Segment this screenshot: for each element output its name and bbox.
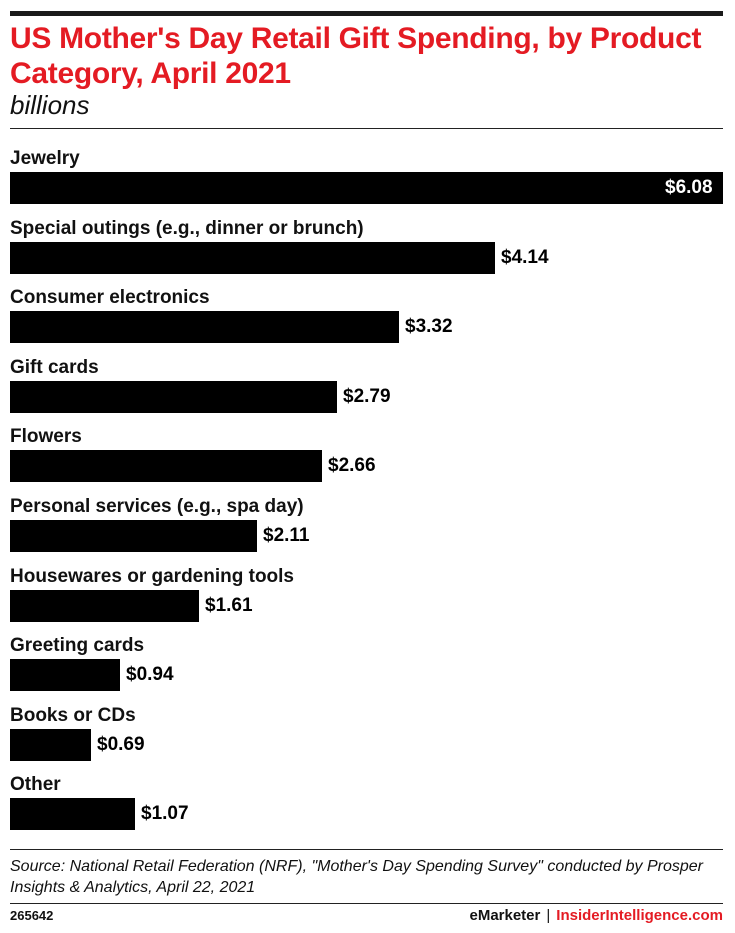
chart-title: US Mother's Day Retail Gift Spending, by… — [10, 22, 702, 90]
bottom-rule — [10, 903, 723, 904]
chart-subtitle: billions — [10, 90, 90, 120]
category-label: Flowers — [10, 426, 82, 448]
bar-value-label: $6.08 — [665, 177, 713, 198]
top-rule — [10, 11, 723, 16]
chart-id: 265642 — [10, 908, 54, 923]
bar-value-label: $0.69 — [97, 733, 145, 755]
bar-value-label: $2.79 — [343, 385, 391, 407]
category-label: Other — [10, 774, 61, 796]
bar-value-label: $3.32 — [405, 316, 453, 338]
category-label: Consumer electronics — [10, 287, 210, 309]
header-rule — [10, 128, 723, 129]
bar — [10, 520, 257, 552]
bar-value-label: $1.61 — [205, 594, 253, 616]
bar — [10, 589, 199, 622]
brand-separator: | — [546, 907, 551, 924]
category-label: Greeting cards — [10, 635, 145, 657]
bar-value-label: $2.66 — [328, 455, 376, 477]
bar — [10, 798, 135, 831]
bar — [10, 311, 399, 344]
bar-value-label: $1.07 — [141, 803, 189, 825]
bar-value-label: $0.94 — [126, 664, 174, 686]
bar-value-label: $2.11 — [263, 525, 310, 546]
bar-chart: Jewelry $6.08 Special outings (e.g., dinne… — [0, 140, 735, 850]
category-label: Books or CDs — [10, 704, 136, 726]
bar — [10, 380, 337, 413]
emarketer-brand[interactable]: eMarketer — [469, 907, 541, 924]
bar-value-label: $4.14 — [501, 246, 549, 268]
branding: eMarketer | InsiderIntelligence.com — [469, 906, 723, 926]
category-label: Housewares or gardening tools — [10, 565, 294, 587]
category-label: Jewelry — [10, 148, 80, 169]
bar — [10, 172, 723, 204]
category-label: Personal services (e.g., spa day) — [10, 496, 304, 517]
bar — [10, 659, 120, 692]
bar — [10, 450, 322, 483]
insider-intelligence-link[interactable]: InsiderIntelligence.com — [556, 907, 723, 924]
bar — [10, 728, 91, 761]
category-label: Gift cards — [10, 356, 99, 378]
bar — [10, 241, 495, 274]
footer-rule — [10, 849, 723, 850]
source-note: Source: National Retail Federation (NRF)… — [10, 858, 703, 896]
category-label: Special outings (e.g., dinner or brunch) — [10, 217, 364, 239]
